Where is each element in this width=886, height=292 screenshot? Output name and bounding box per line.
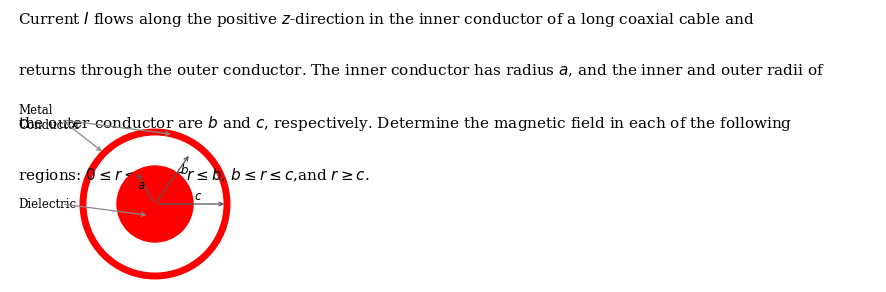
Text: returns through the outer conductor. The inner conductor has radius $a$, and the: returns through the outer conductor. The… [18,62,825,80]
Text: Dielectric: Dielectric [18,197,76,211]
Text: Metal
Conductor: Metal Conductor [18,104,81,132]
Text: Current $I$ flows along the positive $z$-direction in the inner conductor of a l: Current $I$ flows along the positive $z$… [18,10,755,29]
Circle shape [117,166,193,242]
Text: $a$: $a$ [137,179,145,192]
Text: $b$: $b$ [180,163,189,177]
Circle shape [83,132,227,276]
Text: the outer conductor are $b$ and $c$, respectively. Determine the magnetic field : the outer conductor are $b$ and $c$, res… [18,114,792,133]
Text: $c$: $c$ [194,190,202,204]
Text: regions: $0 \leq r \leq a$, $a \leq r\leq b$, $b \leq r \leq c$,and $r \geq c$.: regions: $0 \leq r \leq a$, $a \leq r\le… [18,166,369,185]
